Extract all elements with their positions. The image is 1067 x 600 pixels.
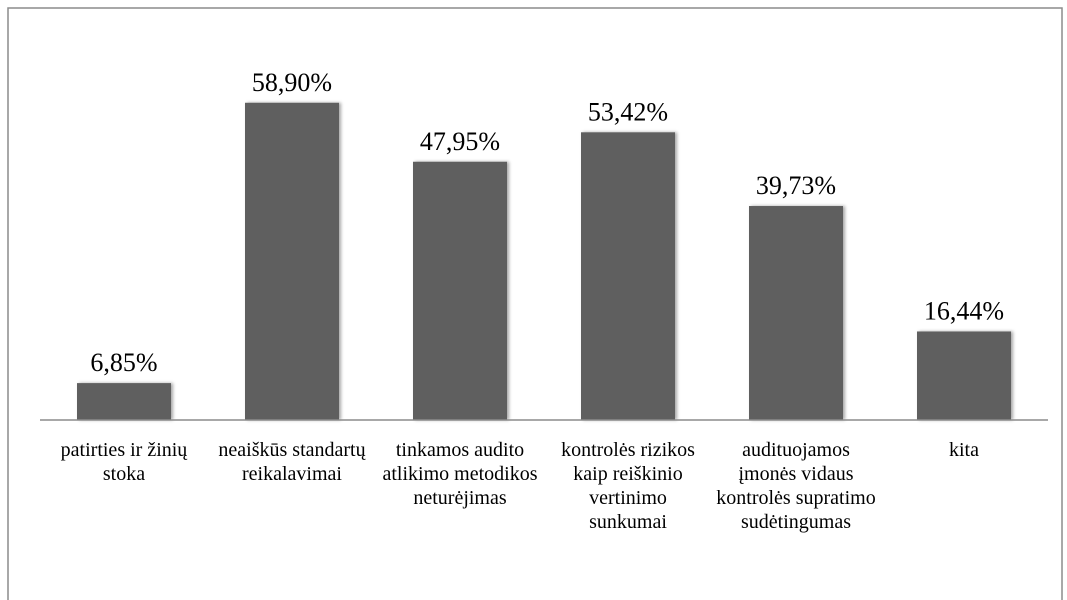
- x-tick-label: patirties ir žinių stoka: [60, 439, 188, 485]
- x-tick-label: tinkamos audito atlikimo metodikos netur…: [382, 439, 538, 509]
- bar: [581, 132, 675, 420]
- x-tick-label: kontrolės rizikos kaip reiškinio vertini…: [561, 439, 695, 533]
- value-label: 16,44%: [924, 296, 1004, 325]
- value-label: 53,42%: [588, 97, 668, 126]
- bar: [77, 383, 171, 420]
- value-label: 39,73%: [756, 171, 836, 200]
- bar: [917, 331, 1011, 420]
- x-tick-label: neaiškūs standartų reikalavimai: [218, 439, 366, 485]
- value-label: 58,90%: [252, 68, 332, 97]
- chart-frame: [7, 7, 1063, 600]
- x-tick-label: kita: [949, 439, 979, 461]
- bar: [413, 161, 507, 420]
- x-tick-label: audituojamos įmonės vidaus kontrolės sup…: [716, 439, 876, 533]
- value-label: 47,95%: [420, 127, 500, 156]
- bar: [749, 206, 843, 420]
- value-label: 6,85%: [90, 348, 157, 377]
- bar: [245, 102, 339, 420]
